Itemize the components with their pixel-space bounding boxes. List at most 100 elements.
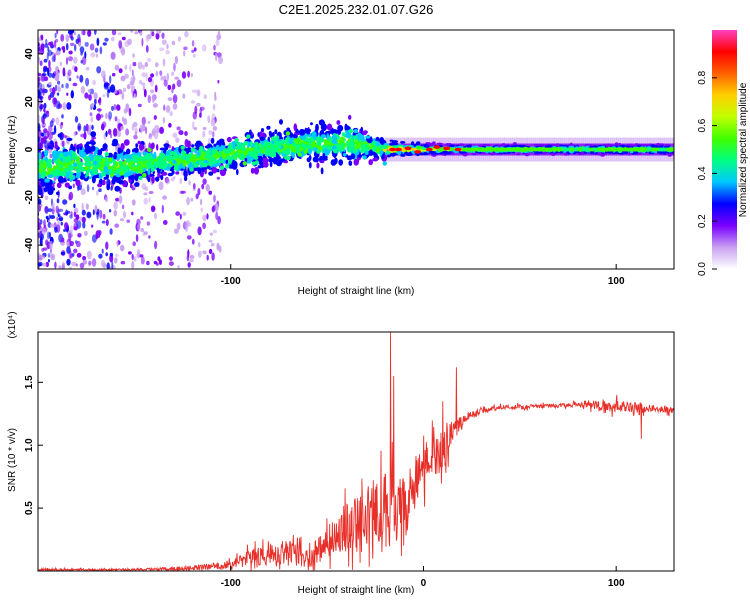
spectrogram-cell (41, 123, 46, 127)
spectrogram-cell (166, 72, 169, 81)
spectrogram-cell (386, 155, 391, 158)
spectrogram-cell (209, 232, 213, 236)
spectrogram-cell (129, 80, 135, 86)
spectrogram-cell (139, 31, 143, 36)
spectrogram-cell (143, 88, 147, 98)
spectrogram-cell (208, 171, 214, 176)
spectrogram-cell (147, 95, 151, 103)
spectrogram-cell (87, 89, 91, 93)
spectrogram-cell (187, 262, 191, 268)
spectrogram-cell (516, 147, 521, 152)
spectrogram-cell (68, 232, 72, 242)
spectrogram-cell (163, 220, 168, 225)
spectrogram-cell (94, 98, 97, 105)
spectrogram-cell (43, 187, 48, 192)
spectrogram-cell (38, 76, 41, 82)
spectrogram-cell (466, 144, 472, 148)
spectrogram-cell (111, 142, 118, 147)
spectrogram-cell (108, 169, 113, 174)
spectrogram-cell (93, 30, 97, 35)
spectrogram-cell (350, 142, 356, 147)
spectrogram-cell (320, 160, 325, 164)
spectrogram-cell (41, 262, 47, 267)
spectrogram-cell (64, 168, 69, 173)
spectrogram-cell (147, 147, 152, 152)
spectrogram-cell (38, 168, 43, 173)
spectrogram-cell (338, 159, 344, 166)
spectrogram-cell (306, 157, 311, 163)
spectrogram-cell (237, 149, 242, 154)
spectrogram-cell (105, 197, 109, 203)
spectrogram-cell (182, 162, 187, 167)
spectrogram-cell (340, 136, 345, 141)
spectrogram-cell (206, 213, 209, 220)
spectrogram-cell (362, 155, 367, 160)
spectrogram-cell (216, 176, 221, 180)
spectrogram-cell (70, 36, 74, 41)
spectrogram-cell (236, 168, 239, 176)
spectrogram-cell (212, 104, 216, 111)
spectrogram-cell (47, 208, 53, 213)
spectrogram-cell (43, 67, 48, 72)
spectrogram-cell (428, 150, 434, 154)
spectrogram-cell (44, 149, 49, 157)
spectrogram-cell (168, 256, 173, 261)
spectrogram-cell (217, 30, 221, 36)
spectrogram-cell (134, 182, 140, 187)
spectrogram-cell (47, 131, 53, 141)
spectrogram-cell (631, 147, 636, 152)
spectrogram-cell (118, 195, 123, 204)
spectrogram-cell (416, 146, 423, 150)
spectrogram-cell (306, 131, 310, 135)
spectrogram-cell (340, 142, 345, 148)
spectrogram-cell (167, 84, 172, 91)
spectrogram-cell (379, 150, 384, 155)
spectrogram-cell (535, 147, 540, 152)
spectrogram-cell (79, 161, 84, 166)
spectrogram-ylabel: Frequency (Hz) (7, 116, 18, 185)
spectrogram-cell (42, 88, 45, 96)
spectrogram-cell (523, 147, 528, 152)
spectrogram-cell (623, 147, 629, 152)
spectrogram-cell (101, 248, 104, 254)
spectrogram-cell (192, 121, 195, 130)
spectrogram-cell (108, 111, 113, 120)
spectrogram-cell (94, 47, 99, 53)
spectrogram-cell (134, 174, 139, 182)
spectrogram-cell (54, 47, 58, 51)
spectrogram-cell (527, 147, 532, 152)
spectrogram-cell (60, 121, 64, 126)
spectrogram-cell (47, 145, 52, 149)
spectrogram-cell (219, 165, 225, 170)
spectrogram-cell (121, 91, 125, 100)
spectrogram-cell (38, 185, 42, 189)
spectrogram-cell (73, 218, 79, 223)
spectrogram-cell (531, 147, 536, 152)
spectrogram-cell (254, 141, 259, 146)
spectrogram-cell (190, 147, 196, 152)
spectrogram-cell (96, 113, 101, 121)
spectrogram-cell (165, 177, 171, 185)
spectrogram-cell (600, 147, 605, 152)
spectrogram-cell (172, 103, 178, 110)
spectrogram-cell (350, 153, 356, 160)
spectrogram-cell (68, 174, 74, 180)
spectrogram-cell (96, 211, 99, 220)
spectrogram-cell (132, 53, 135, 58)
spectrogram-cell (496, 147, 501, 152)
spectrogram-cell (73, 203, 76, 208)
spectrogram-cell (307, 148, 312, 155)
spectrogram-cell (57, 80, 61, 85)
spectrogram-cell (431, 154, 437, 157)
spectrogram-cell (90, 140, 96, 146)
spectrogram-cell (643, 147, 648, 152)
spectrogram-cell (169, 164, 173, 168)
spectrogram-ytick-label: 0 (24, 146, 35, 152)
spectrogram-cell (81, 169, 84, 173)
spectrogram-cell (127, 251, 132, 255)
spectrogram-cell (189, 167, 194, 172)
spectrogram-cell (188, 180, 191, 186)
spectrogram-cell (84, 165, 89, 171)
spectrogram-cell (263, 141, 269, 147)
spectrogram-cell (60, 221, 64, 226)
